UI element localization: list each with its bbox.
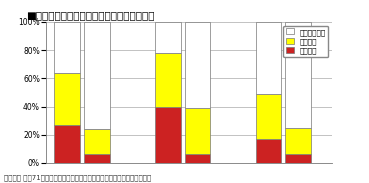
Bar [184,108,210,154]
Bar [84,129,110,154]
Bar [256,94,282,139]
Bar [55,73,80,125]
Bar [256,139,282,163]
Bar [155,22,181,53]
Bar [184,154,210,163]
Bar [184,22,210,108]
Bar [84,22,110,129]
Legend: 軽微・無被害, 中・小破, 大破以上: 軽微・無被害, 中・小破, 大破以上 [283,26,328,57]
Text: ■阪神・淡路大震災での建築年別の被害状況: ■阪神・淡路大震災での建築年別の被害状況 [26,10,155,20]
Bar [155,107,181,163]
Bar [55,125,80,163]
Text: （出典） 平成71年阪神・淡路大震災建築震災調査委員会中間報告より作成: （出典） 平成71年阪神・淡路大震災建築震災調査委員会中間報告より作成 [4,175,151,181]
Bar [256,22,282,94]
Bar [155,53,181,107]
Bar [285,154,311,163]
Bar [55,22,80,73]
Bar [285,22,311,128]
Bar [84,154,110,163]
Bar [285,128,311,154]
